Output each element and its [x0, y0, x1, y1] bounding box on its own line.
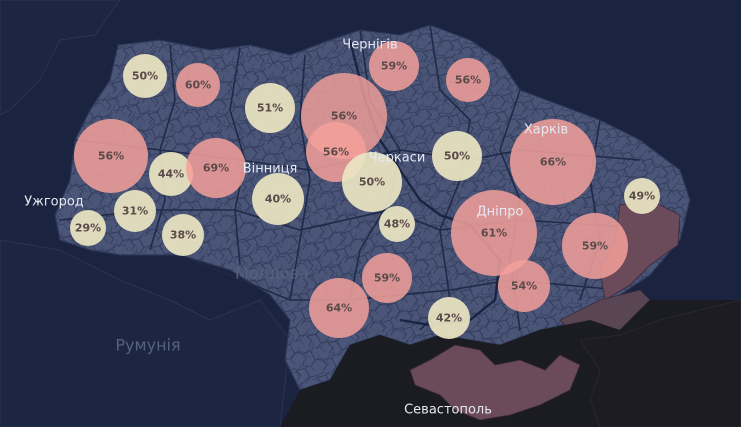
- bubble-label: 48%: [384, 218, 410, 231]
- bubble-label: 56%: [331, 110, 357, 123]
- bubble-label: 50%: [444, 150, 470, 163]
- bubble-label: 50%: [359, 176, 385, 189]
- bubble-label: 42%: [436, 312, 462, 325]
- bubble[interactable]: 31%: [114, 190, 156, 232]
- bubble-label: 44%: [158, 168, 184, 181]
- country-label-romania: Румунія: [115, 336, 180, 355]
- crimea-peninsula: [409, 344, 581, 421]
- bubble[interactable]: 48%: [379, 206, 415, 242]
- bubble-label: 40%: [265, 193, 291, 206]
- bubble[interactable]: 54%: [498, 260, 550, 312]
- bubble[interactable]: 59%: [362, 253, 412, 303]
- bubble[interactable]: 40%: [252, 173, 304, 225]
- country-label-moldova: Молдова: [235, 264, 309, 283]
- bubble-label: 66%: [540, 156, 566, 169]
- bubble-label: 56%: [98, 150, 124, 163]
- neighbor-country-outline: [0, 239, 291, 427]
- bubble[interactable]: 69%: [186, 138, 246, 198]
- neighbor-country-outline: [0, 0, 121, 116]
- bubble[interactable]: 42%: [428, 297, 470, 339]
- bubble-label: 56%: [323, 146, 349, 159]
- bubble[interactable]: 61%: [451, 190, 537, 276]
- bubble[interactable]: 50%: [432, 131, 482, 181]
- bubble-label: 60%: [185, 79, 211, 92]
- bubble-label: 38%: [170, 229, 196, 242]
- bubble-label: 64%: [326, 302, 352, 315]
- city-label-vinnytsia: Вінниця: [243, 162, 298, 177]
- bubble[interactable]: 60%: [176, 63, 220, 107]
- city-label-kharkiv: Харків: [524, 123, 568, 138]
- bubble-label: 50%: [132, 70, 158, 83]
- bubble[interactable]: 59%: [369, 41, 419, 91]
- bubble-label: 59%: [374, 272, 400, 285]
- bubble-label: 56%: [455, 74, 481, 87]
- city-label-dnipro: Дніпро: [477, 205, 524, 220]
- bubble[interactable]: 59%: [562, 213, 628, 279]
- bubble[interactable]: 29%: [70, 210, 106, 246]
- bubble[interactable]: 56%: [74, 119, 148, 193]
- bubble[interactable]: 51%: [245, 83, 295, 133]
- bubble[interactable]: 38%: [162, 214, 204, 256]
- city-label-sevastopol: Севастополь: [404, 403, 492, 418]
- bubble-label: 31%: [122, 205, 148, 218]
- bubble-label: 54%: [511, 280, 537, 293]
- bubble-label: 51%: [257, 102, 283, 115]
- bubble[interactable]: 56%: [446, 58, 490, 102]
- bubble-label: 69%: [203, 162, 229, 175]
- bubble[interactable]: 50%: [342, 152, 402, 212]
- bubble-label: 61%: [481, 227, 507, 240]
- city-label-cherkasy: Черкаси: [369, 151, 426, 166]
- bubble[interactable]: 44%: [149, 152, 193, 196]
- city-label-chernihiv: Чернігів: [342, 38, 397, 53]
- bubble[interactable]: 64%: [309, 278, 369, 338]
- bubble-label: 49%: [629, 190, 655, 203]
- bubble-label: 59%: [582, 240, 608, 253]
- bubble[interactable]: 66%: [510, 119, 596, 205]
- bubble-label: 29%: [75, 222, 101, 235]
- russia-coast: [579, 299, 741, 427]
- city-label-uzhhorod: Ужгород: [24, 195, 84, 210]
- bubble[interactable]: 50%: [123, 54, 167, 98]
- bubble-label: 59%: [381, 60, 407, 73]
- bubble[interactable]: 49%: [624, 178, 660, 214]
